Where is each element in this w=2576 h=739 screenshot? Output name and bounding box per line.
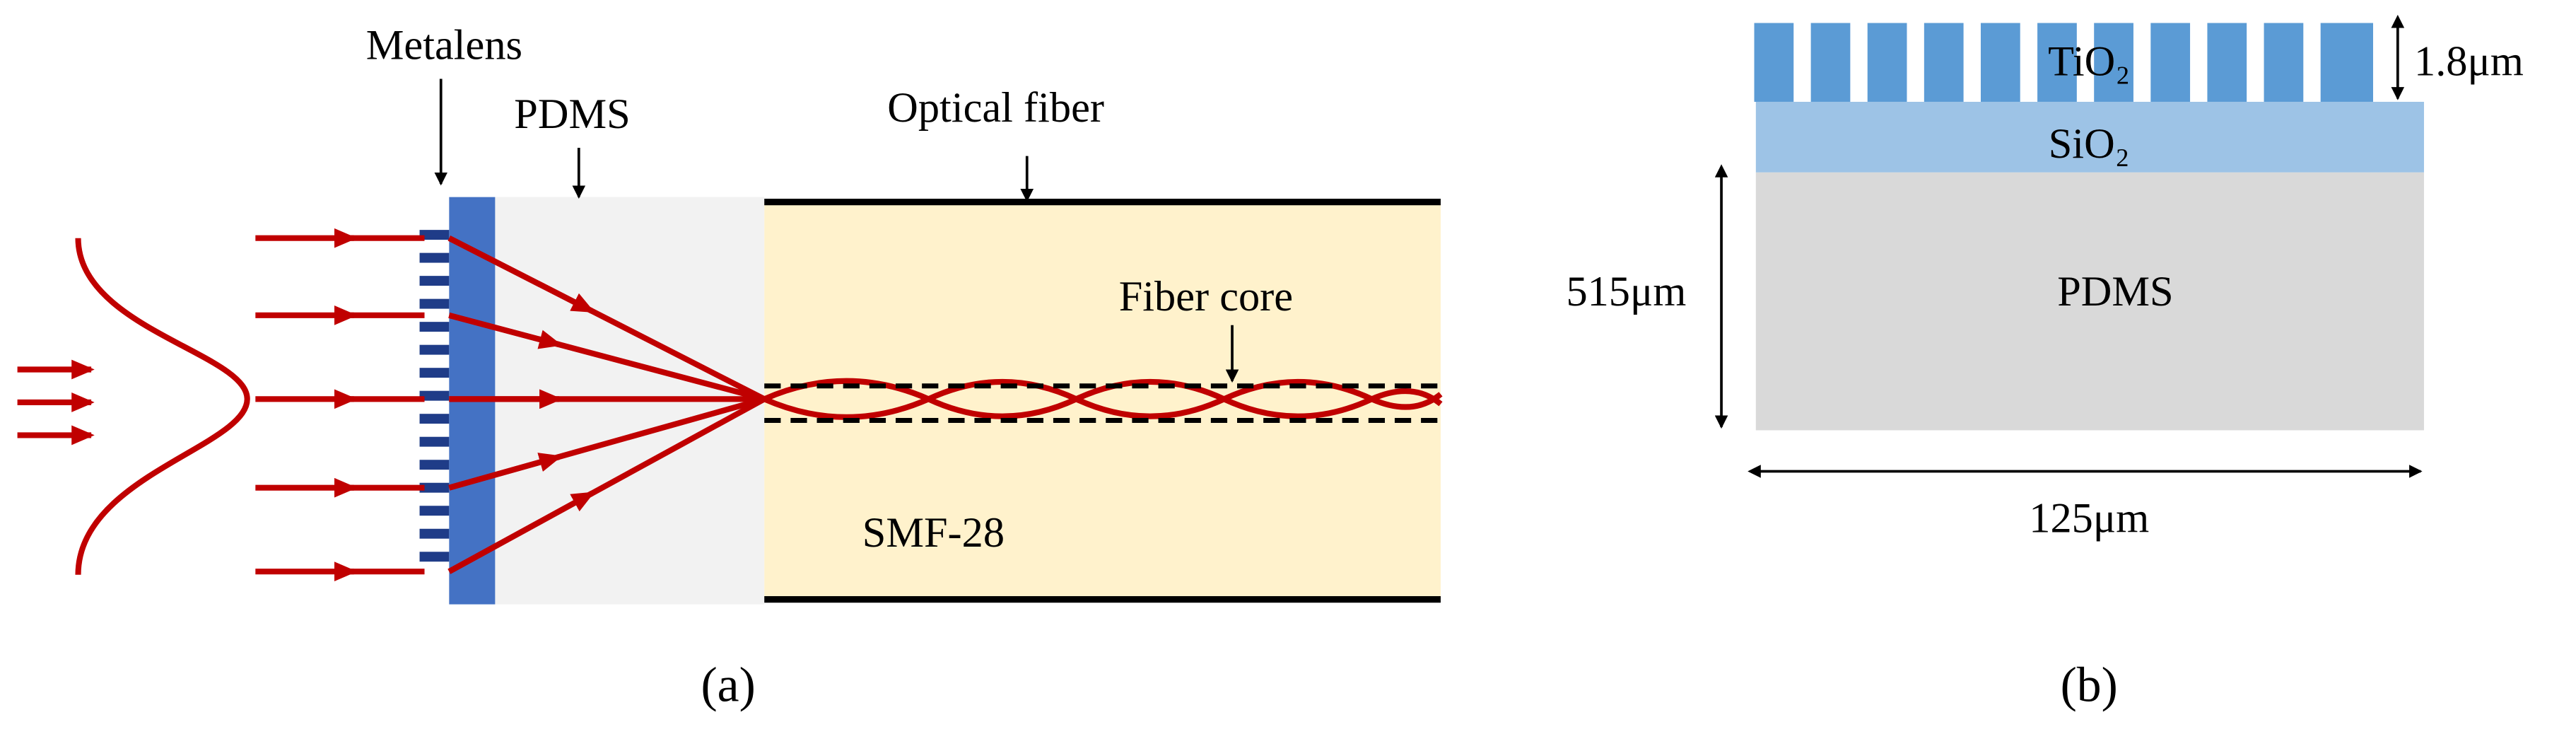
panel-a: Metalens PDMS Optical fiber Fiber core S… — [17, 22, 1443, 712]
sio2-layer — [1755, 101, 2424, 173]
rays — [255, 228, 1443, 582]
dimension-label: 1.8μm — [2414, 38, 2524, 86]
label: PDMS — [2057, 268, 2173, 315]
label: TiO₂ — [2048, 38, 2130, 86]
tio2-pillars — [1754, 23, 2373, 102]
gaussian-profile — [75, 238, 250, 575]
label: PDMS — [514, 91, 630, 138]
label: Optical fiber — [887, 84, 1104, 132]
caption: (b) — [2061, 658, 2118, 712]
pdms-substrate — [1755, 172, 2424, 431]
input-arrows — [17, 359, 95, 446]
fiber-body — [764, 202, 1441, 600]
panel-b: TiO₂ SiO₂ PDMS 1.8μm 515μm 125μm (b) — [1566, 14, 2524, 712]
caption: (a) — [701, 658, 755, 712]
label: SiO₂ — [2049, 120, 2130, 168]
dimension-label: 515μm — [1566, 268, 1686, 315]
label: SMF-28 — [862, 509, 1005, 557]
dimension-label: 125μm — [2029, 494, 2149, 542]
label: Fiber core — [1119, 273, 1293, 320]
label: Metalens — [366, 22, 522, 69]
metalens-teeth — [419, 230, 450, 562]
